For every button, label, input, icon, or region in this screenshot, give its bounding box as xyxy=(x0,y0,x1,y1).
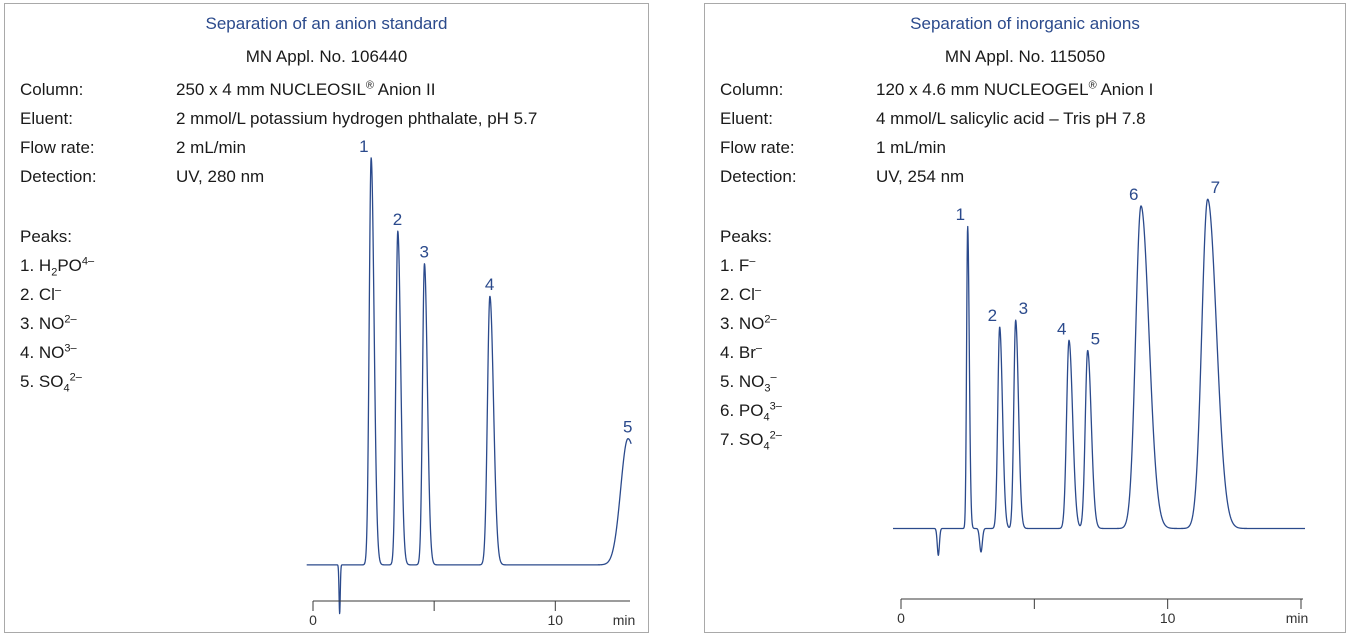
peak-legend-item: 4. Br– xyxy=(720,342,763,362)
eluent-label: Eluent: xyxy=(20,109,73,128)
peak-legend-item: 5. SO42– xyxy=(20,371,82,395)
flow-rate-value: 2 mL/min xyxy=(176,138,246,157)
peak-number-label: 6 xyxy=(1129,185,1138,204)
chart-subtitle: MN Appl. No. 115050 xyxy=(944,47,1106,66)
chromatogram-panel-right: Separation of inorganic anions MN Appl. … xyxy=(704,3,1346,633)
chromatogram-chart: 0 10 min 1 2 3 4 5 6 7 xyxy=(892,178,1309,626)
peak-number-label: 5 xyxy=(1091,329,1100,348)
chromatogram-trace xyxy=(306,157,632,615)
eluent-value: 4 mmol/L salicylic acid – Tris pH 7.8 xyxy=(876,109,1146,128)
flow-rate-value: 1 mL/min xyxy=(876,138,946,157)
x-tick-label: 0 xyxy=(897,610,905,626)
peak-legend-item: 2. Cl– xyxy=(720,284,762,304)
chromatogram-panel-left: Separation of an anion standard MN Appl.… xyxy=(4,3,649,633)
eluent-label: Eluent: xyxy=(720,109,773,128)
peak-number-label: 7 xyxy=(1211,178,1220,197)
detection-label: Detection: xyxy=(20,167,97,186)
flow-rate-label: Flow rate: xyxy=(20,138,95,157)
chart-title: Separation of an anion standard xyxy=(205,14,448,33)
peak-number-label: 3 xyxy=(1019,299,1028,318)
peak-number-label: 1 xyxy=(359,137,368,156)
peak-number-label: 2 xyxy=(393,210,402,229)
peak-legend-item: 3. NO2– xyxy=(20,313,77,333)
peak-legend-item: 1. H2PO4– xyxy=(20,255,95,279)
x-tick-label: 10 xyxy=(548,612,564,628)
column-label: Column: xyxy=(720,80,784,99)
peaks-heading: Peaks: xyxy=(720,227,772,246)
detection-value: UV, 280 nm xyxy=(176,167,265,186)
column-value: 250 x 4 mm NUCLEOSIL® Anion II xyxy=(176,79,436,99)
chart-title: Separation of inorganic anions xyxy=(910,14,1140,33)
column-value: 120 x 4.6 mm NUCLEOGEL® Anion I xyxy=(876,79,1154,99)
peak-number-label: 1 xyxy=(956,205,965,224)
x-axis-label: min xyxy=(613,612,636,628)
x-tick-label: 10 xyxy=(1160,610,1176,626)
peak-number-label: 2 xyxy=(988,306,997,325)
peak-number-label: 5 xyxy=(623,418,632,437)
flow-rate-label: Flow rate: xyxy=(720,138,795,157)
chart-subtitle: MN Appl. No. 106440 xyxy=(245,47,408,66)
peak-legend-item: 4. NO3– xyxy=(20,342,77,362)
peak-number-label: 3 xyxy=(419,243,428,262)
x-axis-label: min xyxy=(1286,610,1309,626)
peak-legend-item: 5. NO3– xyxy=(720,371,777,395)
peak-legend-item: 7. SO42– xyxy=(720,429,782,453)
peaks-heading: Peaks: xyxy=(20,227,72,246)
peak-legend-item: 3. NO2– xyxy=(720,313,777,333)
column-label: Column: xyxy=(20,80,84,99)
eluent-value: 2 mmol/L potassium hydrogen phthalate, p… xyxy=(176,109,538,128)
peak-number-label: 4 xyxy=(1057,319,1066,338)
peak-number-label: 4 xyxy=(485,275,494,294)
chromatogram-trace xyxy=(892,198,1306,557)
detection-value: UV, 254 nm xyxy=(876,167,965,186)
detection-label: Detection: xyxy=(720,167,797,186)
x-tick-label: 0 xyxy=(309,612,317,628)
peak-legend-item: 6. PO43– xyxy=(720,400,782,424)
peak-legend-item: 1. F– xyxy=(720,255,756,275)
peak-legend-item: 2. Cl– xyxy=(20,284,62,304)
